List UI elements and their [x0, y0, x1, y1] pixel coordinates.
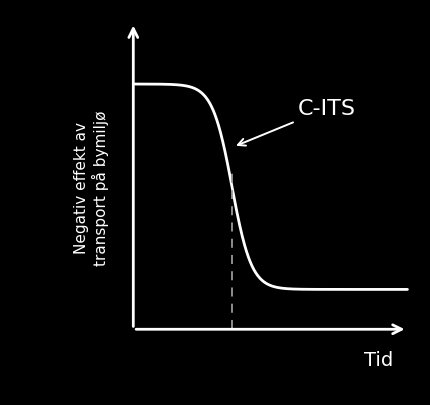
- Text: Negativ effekt av
transport på bymiljø: Negativ effekt av transport på bymiljø: [74, 111, 109, 266]
- Text: C-ITS: C-ITS: [238, 98, 356, 145]
- Text: Tid: Tid: [364, 352, 393, 371]
